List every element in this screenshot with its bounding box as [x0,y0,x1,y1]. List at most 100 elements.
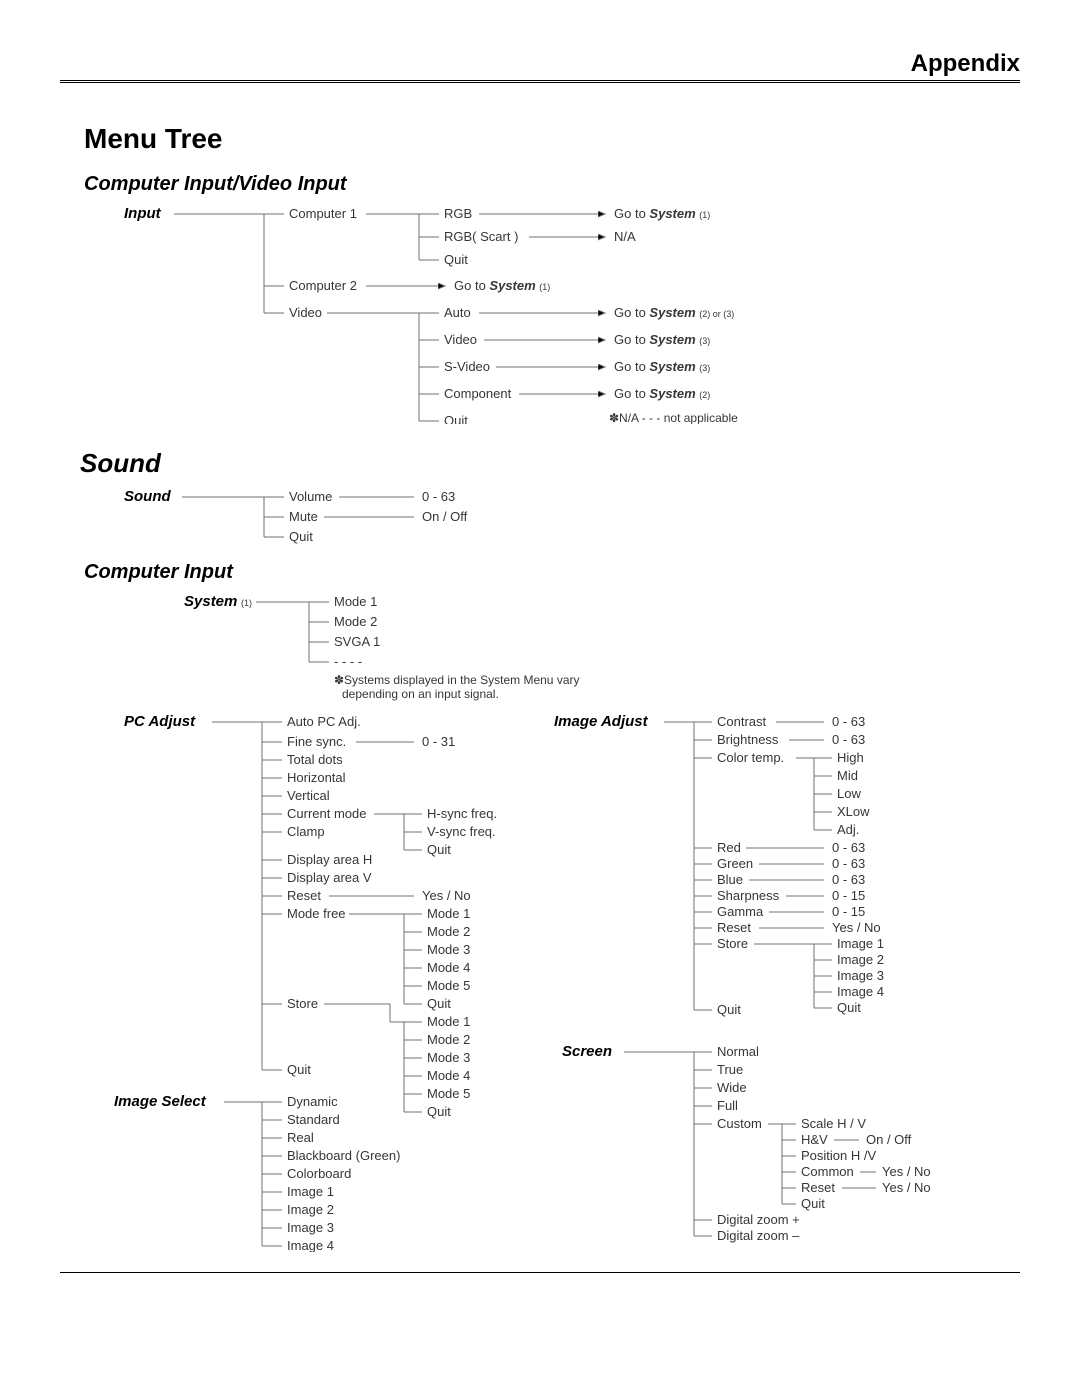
svg-text:0 - 63: 0 - 63 [832,856,865,871]
svg-text:0 - 15: 0 - 15 [832,888,865,903]
svg-text:Mode 2: Mode 2 [334,614,377,629]
svg-text:Dynamic: Dynamic [287,1094,338,1109]
svg-text:Image 4: Image 4 [287,1238,334,1252]
svg-text:Quit: Quit [287,1062,311,1077]
root-sound: Sound [124,488,171,505]
lower-trees: PC Adjust Auto PC Adj. Fine sync. 0 - 31… [84,712,1020,1252]
svg-text:System (1): System (1) [184,593,252,610]
svg-text:Low: Low [837,786,861,801]
svg-text:✽N/A - - - not applicable: ✽N/A - - - not applicable [609,411,738,424]
svg-text:Auto PC Adj.: Auto PC Adj. [287,714,361,729]
svg-text:Scale H / V: Scale H / V [801,1116,866,1131]
svg-text:RGB( Scart ): RGB( Scart ) [444,229,518,244]
svg-text:Yes / No: Yes / No [882,1164,931,1179]
system-tree: System (1) Mode 1 Mode 2 SVGA 1 - - - - … [84,592,1020,712]
svg-text:V-sync freq.: V-sync freq. [427,824,496,839]
svg-text:Quit: Quit [427,1104,451,1119]
svg-text:Mode free: Mode free [287,906,346,921]
svg-text:True: True [717,1062,743,1077]
svg-text:Custom: Custom [717,1116,762,1131]
root-image-select: Image Select [114,1093,207,1110]
svg-text:Quit: Quit [837,1000,861,1015]
svg-text:Yes / No: Yes / No [882,1180,931,1195]
svg-text:Clamp: Clamp [287,824,325,839]
svg-text:Go to System (2) or (3): Go to System (2) or (3) [614,305,734,320]
svg-text:N/A: N/A [614,229,636,244]
svg-text:Mode 1: Mode 1 [334,594,377,609]
svg-text:0 - 15: 0 - 15 [832,904,865,919]
svg-text:Reset: Reset [287,888,321,903]
svg-text:Go to System (3): Go to System (3) [614,332,710,347]
svg-text:XLow: XLow [837,804,870,819]
svg-text:Quit: Quit [427,842,451,857]
svg-text:Mode 5: Mode 5 [427,1086,470,1101]
svg-text:Quit: Quit [717,1002,741,1017]
input-tree: Input Computer 1 RGB Go to System (1) RG… [84,204,1020,424]
svg-text:Image 3: Image 3 [287,1220,334,1235]
section-input-heading: Computer Input/Video Input [84,173,1020,196]
svg-text:Image 1: Image 1 [837,936,884,951]
svg-text:Mode 2: Mode 2 [427,1032,470,1047]
page-title: Menu Tree [84,123,1020,155]
svg-text:Go to System (1): Go to System (1) [614,206,710,221]
svg-text:Store: Store [717,936,748,951]
svg-text:Yes / No: Yes / No [832,920,881,935]
svg-text:Red: Red [717,840,741,855]
svg-text:- - - -: - - - - [334,654,362,669]
svg-text:H-sync freq.: H-sync freq. [427,806,497,821]
footer-rule [60,1272,1020,1273]
section-computer-input-heading: Computer Input [84,561,1020,584]
svg-text:Sharpness: Sharpness [717,888,780,903]
svg-text:Go to System (3): Go to System (3) [614,359,710,374]
svg-text:H&V: H&V [801,1132,828,1147]
svg-text:On / Off: On / Off [422,509,468,524]
svg-text:Mode 5: Mode 5 [427,978,470,993]
svg-text:0 - 63: 0 - 63 [422,489,455,504]
root-image-adjust: Image Adjust [554,713,649,730]
svg-text:Display area H: Display area H [287,852,372,867]
root-pc-adjust: PC Adjust [124,713,196,730]
root-screen: Screen [562,1043,612,1060]
svg-text:Wide: Wide [717,1080,747,1095]
root-input: Input [124,205,162,222]
svg-text:Green: Green [717,856,753,871]
svg-text:Image 2: Image 2 [287,1202,334,1217]
section-sound-heading: Sound [80,448,1020,479]
svg-text:Color temp.: Color temp. [717,750,784,765]
svg-text:Current mode: Current mode [287,806,366,821]
svg-text:High: High [837,750,864,765]
svg-text:Blue: Blue [717,872,743,887]
svg-text:Total dots: Total dots [287,752,343,767]
svg-text:Colorboard: Colorboard [287,1166,351,1181]
svg-text:Quit: Quit [289,529,313,544]
svg-text:Image 4: Image 4 [837,984,884,999]
header-rule [60,80,1020,83]
svg-text:Vertical: Vertical [287,788,330,803]
svg-text:On / Off: On / Off [866,1132,912,1147]
svg-text:SVGA 1: SVGA 1 [334,634,380,649]
svg-text:Digital zoom –: Digital zoom – [717,1228,800,1243]
svg-text:Quit: Quit [444,252,468,267]
svg-text:0 - 63: 0 - 63 [832,872,865,887]
svg-text:RGB: RGB [444,206,472,221]
svg-text:Volume: Volume [289,489,332,504]
svg-text:Store: Store [287,996,318,1011]
svg-text:Quit: Quit [801,1196,825,1211]
svg-text:Mute: Mute [289,509,318,524]
svg-text:Reset: Reset [717,920,751,935]
svg-text:S-Video: S-Video [444,359,490,374]
svg-text:Blackboard (Green): Blackboard (Green) [287,1148,400,1163]
svg-text:0 - 31: 0 - 31 [422,734,455,749]
svg-text:Mode 4: Mode 4 [427,960,470,975]
sound-tree: Sound Volume 0 - 63 Mute On / Off Quit [84,487,1020,547]
svg-text:✽Systems displayed in the Syst: ✽Systems displayed in the System Menu va… [334,673,579,687]
svg-text:Quit: Quit [427,996,451,1011]
svg-text:Reset: Reset [801,1180,835,1195]
svg-text:Common: Common [801,1164,854,1179]
svg-text:Mode 4: Mode 4 [427,1068,470,1083]
svg-text:Auto: Auto [444,305,471,320]
svg-text:Mode 2: Mode 2 [427,924,470,939]
svg-text:Component: Component [444,386,512,401]
svg-text:Yes / No: Yes / No [422,888,471,903]
svg-text:Fine sync.: Fine sync. [287,734,346,749]
